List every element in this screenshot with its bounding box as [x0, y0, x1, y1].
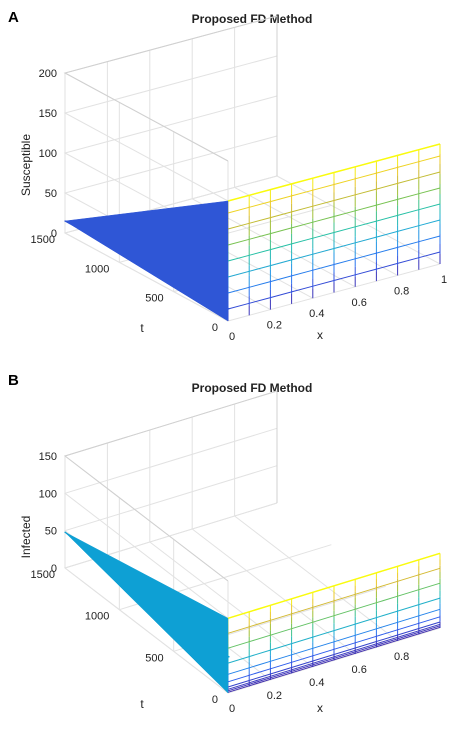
t-axis-label: t: [140, 321, 144, 335]
z-axis-label: Susceptible: [19, 134, 33, 196]
chart-title: Proposed FD Method: [192, 12, 313, 26]
t-tick-label: 0: [212, 322, 218, 334]
box-outline: [63, 15, 278, 176]
x-tick-label: 0.8: [394, 651, 409, 663]
grid-line-z: [63, 55, 278, 202]
x-tick-label: 1: [441, 274, 447, 286]
grid-lines: [63, 15, 441, 322]
t-tick-label: 1000: [85, 263, 109, 275]
grid-lines: [63, 390, 441, 694]
grid-line-x-floor: [191, 528, 356, 655]
t-tick-label: 500: [145, 293, 163, 305]
x-tick-label: 0: [229, 331, 235, 343]
t-tick-label: 1000: [85, 611, 109, 623]
x-axis-label: x: [317, 328, 323, 342]
box-outline: [63, 390, 278, 582]
x-tick-label: 0.6: [352, 664, 367, 676]
mesh-top-rim: [227, 552, 441, 620]
grid-line-x-floor: [149, 541, 314, 668]
x-tick-label: 0.6: [352, 297, 367, 309]
z-tick-label: 100: [39, 148, 57, 160]
chart-panel-a: A Proposed FD Method 0 50 100 150 200 0 500 1000 1…: [8, 9, 447, 343]
t-tick-label: 1500: [31, 569, 55, 581]
panel-letter: B: [8, 372, 19, 389]
z-tick-label: 0: [51, 228, 57, 240]
t-tick-label: 0: [212, 694, 218, 706]
surface-plane-fill: [64, 531, 229, 694]
x-axis-label: x: [317, 701, 323, 715]
grid-line-x-floor: [234, 186, 398, 276]
z-axis-label: Infected: [19, 516, 33, 559]
x-tick-label: 0.2: [267, 320, 282, 332]
x-tick-label: 0.2: [267, 690, 282, 702]
surface-plane-fill: [64, 200, 229, 322]
x-tick-label: 0.4: [309, 677, 324, 689]
panel-letter: A: [8, 9, 19, 26]
mesh-top-rim: [227, 143, 441, 202]
grid-line-x-floor: [276, 175, 441, 265]
t-tick-label: 500: [145, 652, 163, 664]
z-tick-label: 150: [39, 108, 57, 120]
x-tick-label: 0: [229, 703, 235, 715]
z-tick-label: 50: [45, 526, 57, 538]
x-tick-label: 0.4: [309, 308, 324, 320]
z-tick-label: 150: [39, 451, 57, 463]
z-tick-label: 0: [51, 563, 57, 575]
surface-mesh: [227, 552, 441, 693]
z-tick-label: 200: [39, 68, 57, 80]
z-tick-label: 100: [39, 488, 57, 500]
grid-line-x-floor: [64, 567, 229, 694]
t-axis-label: t: [140, 697, 144, 711]
chart-panel-b: B Proposed FD Method050100150050010001500…: [8, 372, 441, 715]
grid-line-z: [63, 15, 278, 162]
x-tick-label: 0.8: [394, 285, 409, 297]
grid-line-x-floor: [64, 232, 229, 322]
grid-line-x-floor: [234, 515, 398, 642]
z-tick-label: 50: [45, 188, 57, 200]
chart-title: Proposed FD Method: [192, 381, 313, 395]
surface-mesh: [227, 143, 441, 321]
t-tick-label: 1500: [31, 234, 55, 246]
